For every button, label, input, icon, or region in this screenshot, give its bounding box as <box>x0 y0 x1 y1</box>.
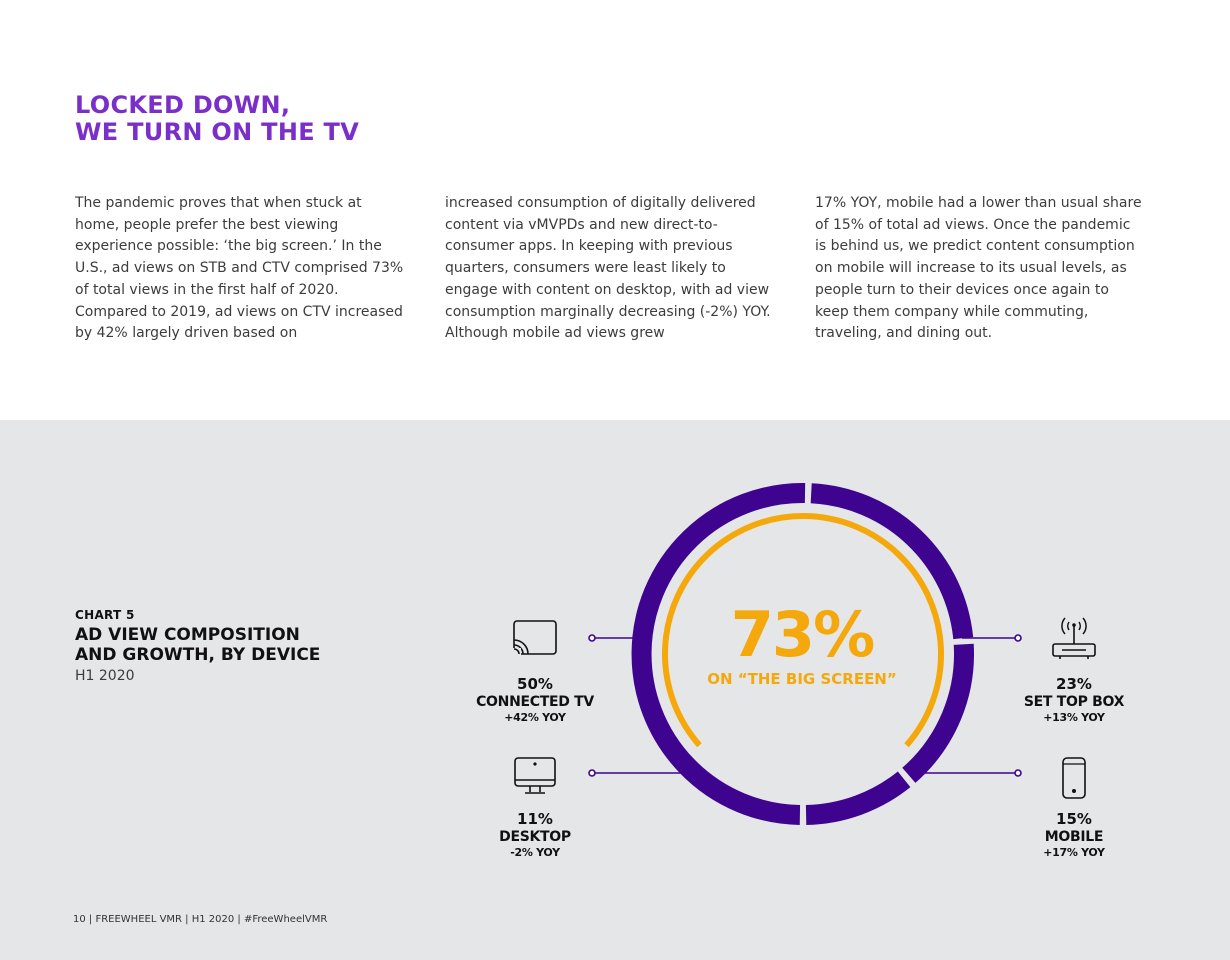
body-column-3: 17% YOY, mobile had a lower than usual s… <box>815 195 1142 342</box>
device-share: 15% <box>1056 810 1092 828</box>
device-yoy: +17% YOY <box>1043 846 1105 859</box>
device-share: 50% <box>517 675 553 693</box>
chart-section <box>0 420 1230 960</box>
device-yoy: +42% YOY <box>504 711 566 724</box>
device-ring-chart <box>631 483 974 825</box>
monitor-icon <box>514 757 556 794</box>
big-screen-arc <box>662 513 944 748</box>
device-name: CONNECTED TV <box>476 694 594 710</box>
device-label-set-top-box: 23% SET TOP BOX +13% YOY <box>989 675 1159 725</box>
device-label-mobile: 15% MOBILE +17% YOY <box>989 810 1159 860</box>
chart-label: CHART 5 AD VIEW COMPOSITION AND GROWTH, … <box>75 608 320 684</box>
chart-number: CHART 5 <box>75 608 135 622</box>
body-column-2: increased consumption of digitally deliv… <box>445 195 771 342</box>
cast-icon <box>512 620 557 657</box>
text-section: LOCKED DOWN, WE TURN ON THE TV The pande… <box>0 0 1230 420</box>
device-yoy: -2% YOY <box>510 846 560 859</box>
chart-center: 73% ON “THE BIG SCREEN” <box>680 598 924 689</box>
device-name: SET TOP BOX <box>1023 694 1125 710</box>
chart-title: AD VIEW COMPOSITION AND GROWTH, BY DEVIC… <box>75 625 320 665</box>
center-value: 73% <box>730 598 875 671</box>
router-icon <box>1052 617 1096 659</box>
chart-title-line-2: AND GROWTH, BY DEVICE <box>75 645 321 665</box>
device-share: 11% <box>517 810 553 828</box>
device-label-desktop: 11% DESKTOP -2% YOY <box>450 810 620 860</box>
chart-subtitle: H1 2020 <box>75 668 135 684</box>
device-yoy: +13% YOY <box>1043 711 1105 724</box>
ring-segment-set-top-box <box>810 483 974 640</box>
page-headline: LOCKED DOWN, WE TURN ON THE TV <box>75 92 359 146</box>
headline-line-1: LOCKED DOWN, <box>75 91 291 119</box>
device-name: MOBILE <box>1044 829 1104 845</box>
ring-segment-desktop <box>805 771 911 825</box>
body-column-1: The pandemic proves that when stuck at h… <box>75 195 404 342</box>
ring-segment-mobile <box>902 643 974 783</box>
device-share: 23% <box>1056 675 1092 693</box>
headline-line-2: WE TURN ON THE TV <box>75 118 360 146</box>
ring-segment-connected-tv <box>631 483 806 825</box>
center-label: ON “THE BIG SCREEN” <box>707 670 897 688</box>
page-footer: 10 | FREEWHEEL VMR | H1 2020 | #FreeWhee… <box>73 914 328 925</box>
device-label-connected-tv: 50% CONNECTED TV +42% YOY <box>450 675 620 725</box>
chart-title-line-1: AD VIEW COMPOSITION <box>75 625 300 645</box>
phone-icon <box>1062 757 1086 799</box>
device-name: DESKTOP <box>499 829 571 845</box>
